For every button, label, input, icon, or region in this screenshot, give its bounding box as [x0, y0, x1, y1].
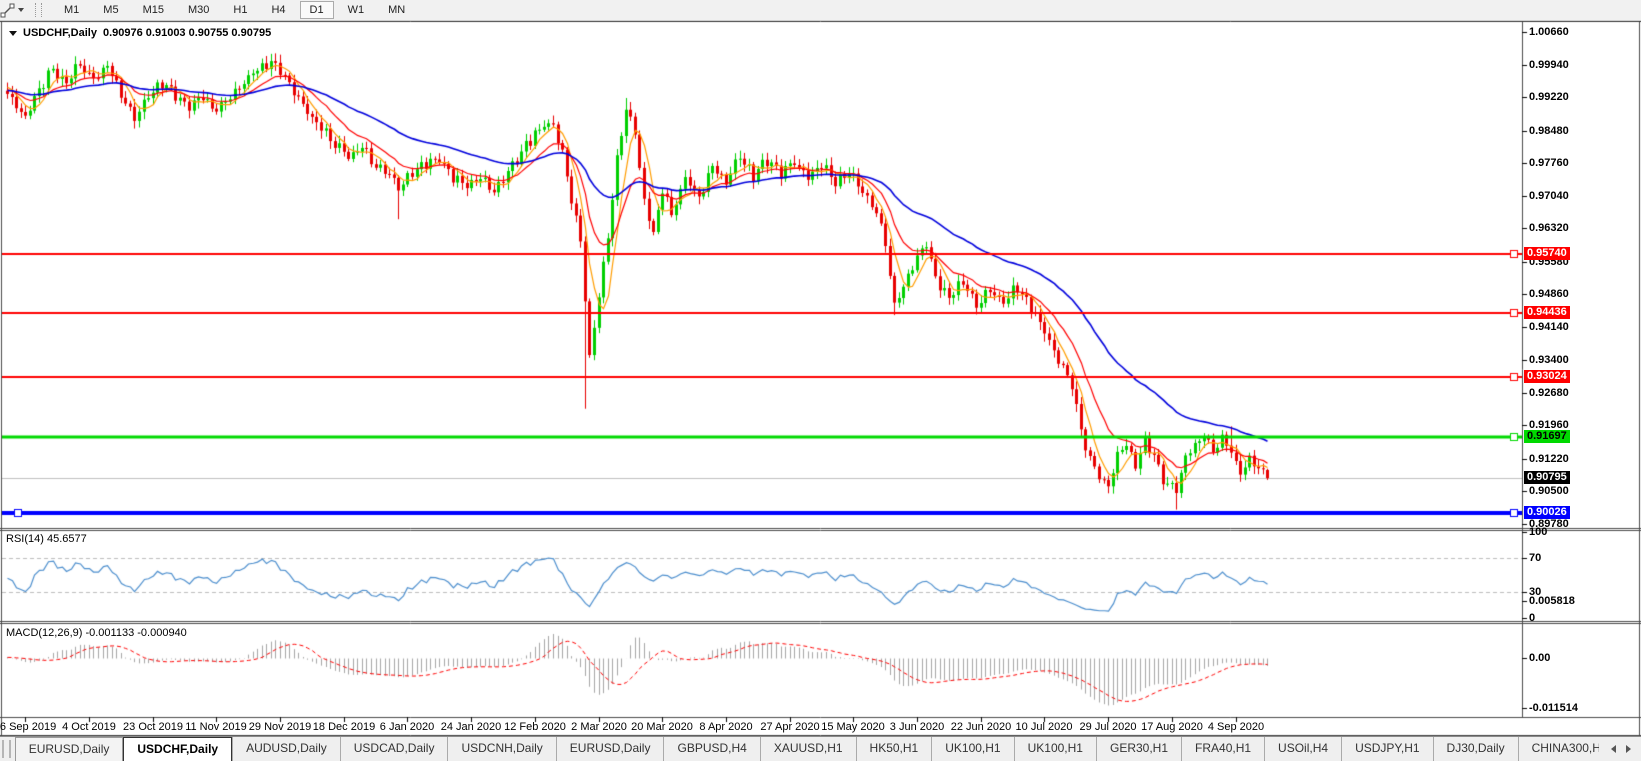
price-axis-tick: 0.89780 — [1529, 518, 1569, 531]
price-axis-tick: 0.98480 — [1529, 124, 1569, 137]
date-axis-label: 11 Nov 2019 — [185, 721, 247, 733]
chart-tab-bar: EURUSD,Daily USDCHF,Daily AUDUSD,Daily USDC… — [0, 736, 1641, 761]
price-axis-tick: 0.92680 — [1529, 386, 1569, 399]
chart-tab-uk100-h1[interactable]: UK100,H1 — [1013, 737, 1096, 761]
tab-bar-grip[interactable] — [2, 740, 11, 758]
chart-tab-fra40-h1[interactable]: FRA40,H1 — [1181, 737, 1264, 761]
chart-tab-usdcad-daily[interactable]: USDCAD,Daily — [339, 737, 448, 761]
chart-tab-xauusd-h1[interactable]: XAUUSD,H1 — [759, 737, 856, 761]
chart-tab-dj30-daily[interactable]: DJ30,Daily — [1432, 737, 1518, 761]
price-axis-tick: 0.96320 — [1529, 222, 1569, 235]
price-axis-tick: 0.97040 — [1529, 189, 1569, 202]
price-axis-tick: 0.94140 — [1529, 320, 1569, 333]
chart-title: USDCHF,Daily 0.90976 0.91003 0.90755 0.9… — [9, 27, 271, 39]
chart-tab-eurusd-daily[interactable]: EURUSD,Daily — [14, 737, 124, 761]
price-axis-tick: 0.94860 — [1529, 288, 1569, 301]
hline-price-label: 0.91697 — [1524, 430, 1570, 444]
timeframe-button-h1[interactable]: H1 — [233, 4, 248, 16]
timeframe-button-m30[interactable]: M30 — [187, 4, 210, 16]
tabs-scroll-left-icon[interactable] — [1611, 745, 1616, 753]
date-axis-label: 27 Apr 2020 — [760, 721, 820, 733]
rsi-axis-tick: 0 — [1529, 612, 1536, 624]
chart-tab-usdcnh-daily[interactable]: USDCNH,Daily — [447, 737, 555, 761]
hline-price-label: 0.94436 — [1524, 306, 1570, 320]
hline-price-label: 0.93024 — [1524, 370, 1570, 384]
hline-price-label: 0.95740 — [1524, 247, 1570, 261]
chart-ohlc-quotes: 0.90976 0.91003 0.90755 0.90795 — [102, 27, 272, 39]
rsi-axis-tick: 30 — [1529, 586, 1542, 599]
chart-tab-usoil-h4[interactable]: USOil,H4 — [1264, 737, 1341, 761]
date-axis-label: 29 Jul 2020 — [1079, 721, 1137, 733]
rsi-axis-tick: 70 — [1529, 551, 1542, 564]
current-price-label: 0.90795 — [1524, 471, 1570, 485]
tool-dropdown-caret-icon[interactable] — [18, 8, 24, 12]
date-axis-label: 29 Nov 2019 — [248, 721, 312, 733]
chart-window: USDCHF,Daily 0.90976 0.91003 0.90755 0.9… — [0, 21, 1641, 736]
macd-axis-tick: 0.005818 — [1529, 595, 1575, 608]
chart-tab-usdchf-daily[interactable]: USDCHF,Daily — [123, 737, 233, 761]
date-axis-label: 12 Feb 2020 — [504, 721, 566, 733]
tabs-scroll-right-icon[interactable] — [1626, 745, 1631, 753]
date-axis-label: 24 Jan 2020 — [440, 721, 502, 733]
timeframe-button-w1[interactable]: W1 — [347, 4, 365, 16]
date-axis-label: 2 Mar 2020 — [571, 721, 627, 733]
hline-price-label: 0.90026 — [1524, 505, 1570, 519]
chart-tab-hk50-h1[interactable]: HK50,H1 — [855, 737, 932, 761]
date-axis-label: 22 Jun 2020 — [950, 721, 1012, 733]
crosshair-icon — [0, 3, 15, 17]
date-axis-label: 10 Jul 2020 — [1015, 721, 1073, 733]
rsi-axis-tick: 100 — [1529, 526, 1548, 538]
date-axis-label: 20 Mar 2020 — [631, 721, 693, 733]
price-axis-tick: 0.90500 — [1529, 485, 1569, 498]
price-axis-tick: 0.99220 — [1529, 91, 1569, 104]
date-axis-label: 6 Jan 2020 — [379, 721, 435, 733]
price-axis-tick: 0.93400 — [1529, 354, 1569, 367]
date-axis-label: 18 Dec 2019 — [312, 721, 376, 733]
price-axis-tick: 0.97760 — [1529, 157, 1569, 170]
macd-indicator-label: MACD(12,26,9) -0.001133 -0.000940 — [6, 627, 187, 639]
chart-tab-ger30-h1[interactable]: GER30,H1 — [1095, 737, 1181, 761]
macd-axis-tick: -0.011514 — [1529, 701, 1578, 714]
timeframe-button-mn[interactable]: MN — [388, 4, 406, 16]
timeframe-button-m5[interactable]: M5 — [103, 4, 119, 16]
rsi-indicator-label: RSI(14) 45.6577 — [6, 533, 87, 545]
date-axis-label: 15 May 2020 — [821, 721, 885, 733]
chart-tab-audusd-daily[interactable]: AUDUSD,Daily — [232, 737, 340, 761]
timeframe-button-d1[interactable]: D1 — [299, 1, 334, 19]
chart-tab-usdjpy-h1[interactable]: USDJPY,H1 — [1341, 737, 1432, 761]
tab-scroll-arrows — [1601, 737, 1641, 761]
chart-tabs: EURUSD,Daily USDCHF,Daily AUDUSD,Daily USDC… — [14, 737, 1599, 761]
top-toolbar: M1 M5 M15 M30 H1 H4 D1 W1 MN — [0, 0, 1641, 21]
price-axis-tick: 1.00660 — [1529, 25, 1569, 38]
chart-tab-uk100-h1[interactable]: UK100,H1 — [931, 737, 1013, 761]
chart-tab-gbpusd-h4[interactable]: GBPUSD,H4 — [663, 737, 759, 761]
chart-symbol-label: USDCHF,Daily — [23, 27, 97, 39]
macd-axis-tick: 0.00 — [1529, 652, 1551, 664]
date-axis-label: 8 Apr 2020 — [699, 721, 753, 733]
date-axis-label: 17 Aug 2020 — [1141, 721, 1203, 733]
price-axis-tick: 0.91220 — [1529, 452, 1569, 465]
date-axis-label: 23 Oct 2019 — [123, 721, 183, 733]
timeframe-button-m15[interactable]: M15 — [142, 4, 164, 16]
price-axis-tick: 0.91960 — [1529, 419, 1569, 432]
date-axis-label: 4 Oct 2019 — [62, 721, 116, 733]
chart-tab-eurusd-daily[interactable]: EURUSD,Daily — [555, 737, 664, 761]
chart-tab-china300-h1[interactable]: CHINA300,H1 — [1517, 737, 1599, 761]
toolbar-grip[interactable] — [35, 3, 42, 17]
date-axis-label: 4 Sep 2020 — [1207, 721, 1265, 733]
timeframe-buttons: M1 M5 M15 M30 H1 H4 D1 W1 MN — [52, 0, 417, 20]
price-chart-canvas[interactable] — [0, 21, 1641, 736]
timeframe-button-h4[interactable]: H4 — [271, 4, 286, 16]
price-axis-tick: 0.99940 — [1529, 58, 1569, 71]
symbol-dropdown-icon[interactable] — [9, 30, 17, 36]
crosshair-tool-button[interactable] — [0, 2, 27, 19]
timeframe-button-m1[interactable]: M1 — [64, 4, 80, 16]
date-axis-label: 3 Jun 2020 — [889, 721, 945, 733]
date-axis-label: 16 Sep 2019 — [0, 721, 57, 733]
